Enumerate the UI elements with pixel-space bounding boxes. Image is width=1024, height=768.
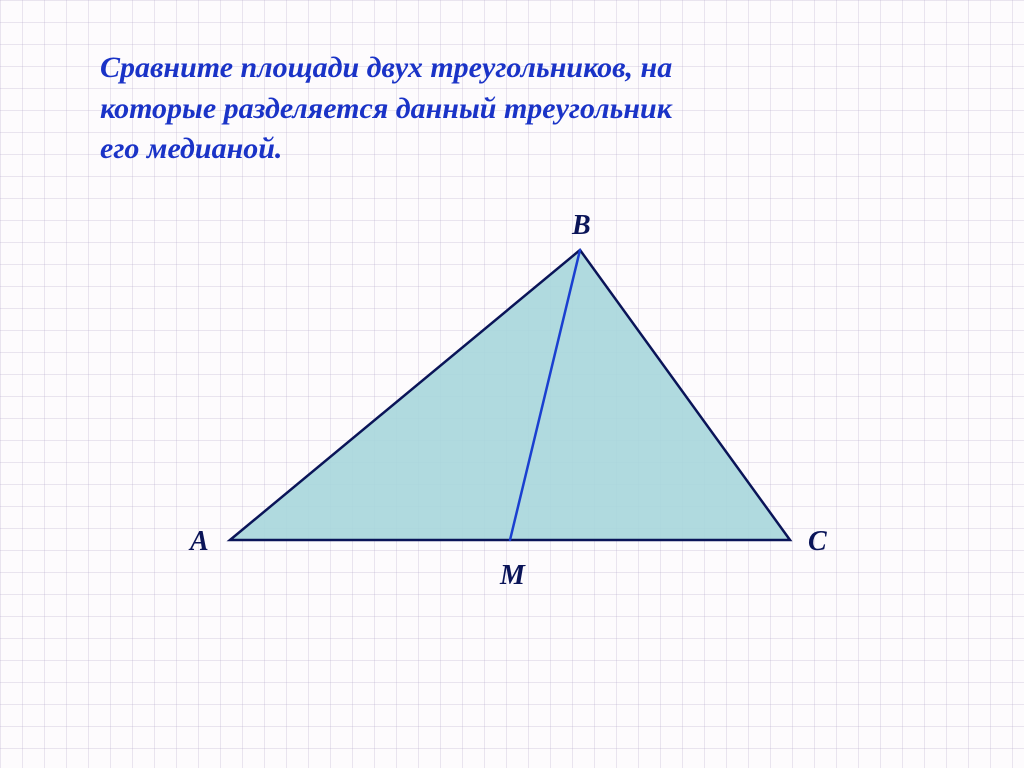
triangle-diagram	[0, 0, 1024, 768]
